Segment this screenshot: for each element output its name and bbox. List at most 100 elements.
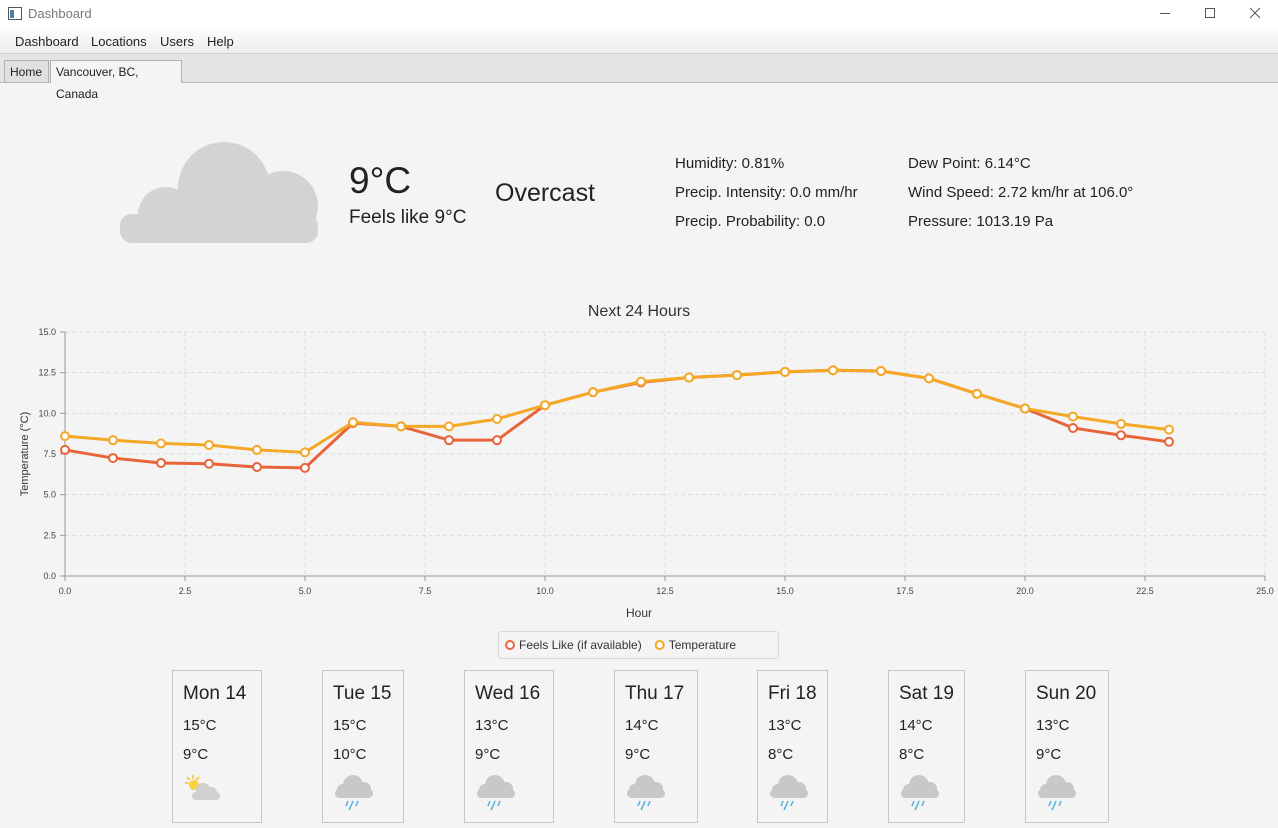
y-tick-label: 7.5: [43, 449, 56, 459]
x-tick-label: 12.5: [656, 586, 674, 596]
forecast-high: 13°C: [475, 717, 509, 734]
y-axis-label: Temperature (°C): [19, 412, 31, 496]
y-tick-label: 10.0: [38, 408, 56, 418]
point: [492, 435, 502, 446]
y-tick-label: 12.5: [38, 368, 56, 378]
legend-marker: [505, 640, 515, 650]
forecast-low: 9°C: [1036, 746, 1062, 763]
y-tick-label: 2.5: [43, 530, 56, 540]
forecast-icon: [477, 775, 515, 811]
detail: Pressure: 1013.19 Pa: [908, 213, 1054, 230]
window-title: Dashboard: [28, 6, 92, 21]
point: [636, 376, 646, 387]
feels-like: Feels like 9°C: [349, 207, 467, 228]
title-bar: Dashboard: [0, 0, 1278, 28]
point: [108, 453, 118, 464]
point: [588, 387, 598, 398]
forecast-low: 8°C: [899, 746, 925, 763]
x-tick-label: 10.0: [536, 586, 554, 596]
tab[interactable]: Vancouver, BC, Canada: [50, 60, 182, 101]
point: [1116, 418, 1126, 429]
forecast-icon: [627, 775, 665, 811]
x-tick-label: 17.5: [896, 586, 914, 596]
forecast-low: 9°C: [475, 746, 501, 763]
forecast-low: 9°C: [625, 746, 651, 763]
legend-box: [498, 631, 779, 659]
menu-item[interactable]: Locations: [91, 34, 147, 49]
point: [156, 457, 166, 468]
x-tick-label: 2.5: [179, 586, 192, 596]
forecast-card: Tue 15 15°C 10°C: [322, 670, 404, 823]
window-controls[interactable]: [1150, 0, 1278, 28]
forecast-day: Sun 20: [1036, 683, 1097, 704]
forecast-day: Fri 18: [768, 683, 817, 704]
legend-label: Feels Like (if available): [519, 638, 642, 652]
detail: Precip. Intensity: 0.0 mm/hr: [675, 184, 858, 201]
point: [1116, 430, 1126, 441]
forecast-icon: [1038, 775, 1076, 811]
point: [108, 435, 118, 446]
forecast-card: Sun 20 13°C 9°C: [1025, 670, 1109, 823]
detail: Wind Speed: 2.72 km/hr at 106.0°: [908, 184, 1134, 201]
chart: Next 24 Hours 0.0 2.5 5.0 7.5 10.0 12.5 15.0 0.0…: [19, 303, 1274, 659]
forecast-high: 13°C: [1036, 717, 1070, 734]
forecast-icon: [335, 775, 373, 811]
menu-item[interactable]: Help: [207, 34, 234, 49]
point: [60, 431, 70, 442]
point: [204, 458, 214, 469]
forecast-low: 8°C: [768, 746, 794, 763]
point: [60, 444, 70, 455]
x-tick-label: 0.0: [59, 586, 72, 596]
y-tick-label: 15.0: [38, 327, 56, 337]
forecast-high: 15°C: [183, 717, 217, 734]
forecast-card: Thu 17 14°C 9°C: [614, 670, 698, 823]
point: [444, 435, 454, 446]
tab[interactable]: Home: [4, 60, 49, 82]
x-tick-label: 20.0: [1016, 586, 1034, 596]
menu-bar: [0, 28, 1278, 54]
point: [252, 444, 262, 455]
point: [492, 414, 502, 425]
point: [300, 462, 310, 473]
detail: Humidity: 0.81%: [675, 155, 785, 172]
point: [780, 366, 790, 377]
forecast-low: 9°C: [183, 746, 209, 763]
forecast-high: 13°C: [768, 717, 802, 734]
point: [156, 438, 166, 449]
point: [1068, 422, 1078, 433]
menu-item[interactable]: Dashboard: [15, 34, 79, 49]
forecast-high: 14°C: [899, 717, 933, 734]
point: [1164, 436, 1174, 447]
point: [732, 370, 742, 381]
point: [684, 372, 694, 383]
forecast-high: 14°C: [625, 717, 659, 734]
point: [300, 447, 310, 458]
point: [924, 373, 934, 384]
point: [348, 417, 358, 428]
point: [1068, 411, 1078, 422]
point: [876, 366, 886, 377]
point: [828, 365, 838, 376]
x-tick-label: 5.0: [299, 586, 312, 596]
point: [972, 388, 982, 399]
forecast-icon: [770, 775, 808, 811]
summary: Overcast: [495, 179, 596, 207]
forecast-day: Tue 15: [333, 683, 392, 704]
x-tick-label: 7.5: [419, 586, 432, 596]
forecast-day: Wed 16: [475, 683, 541, 704]
forecast-high: 15°C: [333, 717, 367, 734]
detail: Precip. Probability: 0.0: [675, 213, 826, 230]
point: [444, 421, 454, 432]
forecast-card: Mon 14 15°C 9°C: [172, 670, 262, 823]
point: [252, 462, 262, 473]
current-temperature: 9°C: [349, 160, 412, 201]
legend-marker: [654, 640, 665, 650]
legend: Feels Like (if available) Temperature: [498, 631, 779, 659]
x-tick-label: 15.0: [776, 586, 794, 596]
chart-title: Next 24 Hours: [588, 303, 690, 320]
forecast-card: Fri 18 13°C 8°C: [757, 670, 828, 823]
point: [1020, 403, 1030, 414]
menu-item[interactable]: Users: [160, 34, 194, 49]
point: [396, 421, 406, 432]
